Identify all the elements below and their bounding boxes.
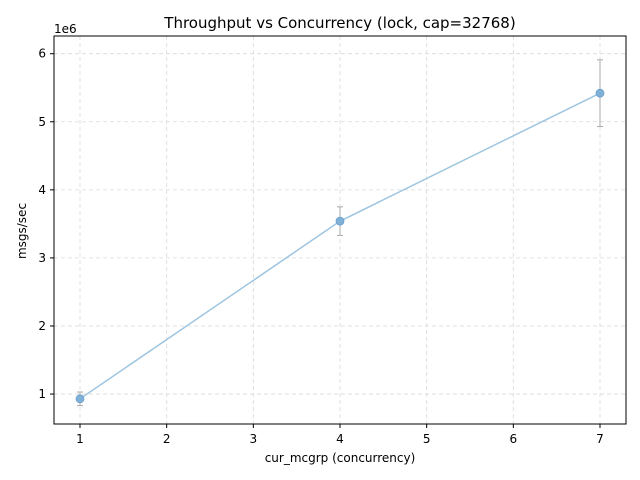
x-axis-label: cur_mcgrp (concurrency) (265, 451, 416, 465)
y-axis-label: msgs/sec (15, 203, 29, 259)
axis-ticks: 1 2 3 4 5 6 7 1 2 3 4 5 6 (38, 47, 603, 446)
y-tick-label: 6 (38, 47, 46, 61)
data-point (595, 88, 605, 98)
y-tick-label: 2 (38, 319, 46, 333)
x-tick-label: 3 (250, 432, 258, 446)
x-tick-label: 7 (596, 432, 604, 446)
grid-lines (54, 36, 626, 424)
y-axis-offset-label: 1e6 (54, 22, 77, 36)
data-point (75, 394, 85, 404)
x-tick-label: 2 (163, 432, 171, 446)
y-tick-label: 5 (38, 115, 46, 129)
chart-title: Throughput vs Concurrency (lock, cap=327… (163, 14, 515, 32)
y-tick-label: 4 (38, 183, 46, 197)
x-tick-label: 4 (336, 432, 344, 446)
x-tick-label: 5 (423, 432, 431, 446)
x-tick-label: 6 (510, 432, 518, 446)
series-layer (75, 59, 605, 407)
y-tick-label: 1 (38, 387, 46, 401)
y-tick-label: 3 (38, 251, 46, 265)
data-point (335, 216, 345, 226)
x-tick-label: 1 (76, 432, 84, 446)
